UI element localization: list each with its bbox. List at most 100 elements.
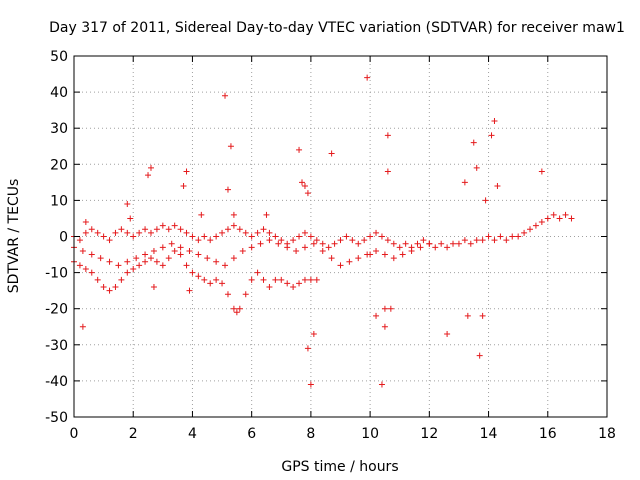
data-point <box>183 168 190 175</box>
data-point <box>381 305 388 312</box>
data-point <box>242 229 249 236</box>
data-point <box>275 240 282 247</box>
data-point <box>532 222 539 229</box>
y-tick-label: -40 <box>45 374 68 390</box>
data-point <box>222 262 229 269</box>
data-point <box>239 247 246 254</box>
data-point <box>313 237 320 244</box>
data-point <box>222 92 229 99</box>
data-point <box>319 247 326 254</box>
data-point <box>94 229 101 236</box>
data-point <box>319 240 326 247</box>
data-point <box>195 237 202 244</box>
y-tick-label: 50 <box>50 49 68 65</box>
data-point <box>378 381 385 388</box>
data-point <box>515 233 522 240</box>
data-point <box>387 305 394 312</box>
data-point <box>118 276 125 283</box>
data-point <box>260 226 267 233</box>
data-point <box>118 226 125 233</box>
data-point <box>142 258 149 265</box>
data-point <box>177 226 184 233</box>
data-point <box>230 255 237 262</box>
data-point <box>224 226 231 233</box>
data-point <box>213 276 220 283</box>
data-point <box>213 233 220 240</box>
data-point <box>381 323 388 330</box>
data-point <box>343 233 350 240</box>
data-point <box>76 262 83 269</box>
data-point <box>461 237 468 244</box>
data-point <box>464 312 471 319</box>
data-point <box>88 251 95 258</box>
data-point <box>124 201 131 208</box>
data-point <box>266 284 273 291</box>
data-point <box>304 345 311 352</box>
data-point <box>266 229 273 236</box>
data-point <box>444 244 451 251</box>
data-point <box>165 226 172 233</box>
data-point <box>94 276 101 283</box>
data-point <box>204 255 211 262</box>
axis-ticks: 0 2 4 6 8 10 12 14 16 18 -50 -40 -30 -20 -10 0 10 20 30 40 5… <box>45 49 616 442</box>
data-point <box>301 276 308 283</box>
data-point <box>183 229 190 236</box>
data-point <box>494 182 501 189</box>
data-point <box>100 284 107 291</box>
data-point <box>479 237 486 244</box>
data-point <box>296 146 303 153</box>
data-point <box>482 197 489 204</box>
data-point <box>544 215 551 222</box>
data-point <box>230 305 237 312</box>
data-point <box>136 229 143 236</box>
data-point <box>213 258 220 265</box>
y-tick-label: -30 <box>45 338 68 354</box>
x-tick-label: 6 <box>247 426 256 442</box>
data-point <box>473 164 480 171</box>
data-point <box>331 240 338 247</box>
data-point <box>186 287 193 294</box>
data-point <box>381 251 388 258</box>
data-point <box>257 240 264 247</box>
data-point <box>278 237 285 244</box>
data-point <box>278 276 285 283</box>
data-point <box>485 233 492 240</box>
data-point <box>171 222 178 229</box>
data-point <box>153 226 160 233</box>
data-point <box>527 226 534 233</box>
data-point <box>432 244 439 251</box>
data-point <box>384 168 391 175</box>
data-point <box>142 251 149 258</box>
data-point <box>142 226 149 233</box>
data-point <box>491 237 498 244</box>
data-point <box>361 237 368 244</box>
data-point <box>325 244 332 251</box>
chart-title: Day 317 of 2011, Sidereal Day-to-day VTE… <box>49 20 625 36</box>
data-point <box>307 233 314 240</box>
data-point <box>219 280 226 287</box>
data-point <box>550 211 557 218</box>
series-spikes-and-outliers <box>79 74 545 388</box>
data-point <box>396 244 403 251</box>
x-tick-label: 8 <box>306 426 315 442</box>
data-point <box>189 269 196 276</box>
y-tick-label: -10 <box>45 266 68 282</box>
data-point <box>367 251 374 258</box>
data-point <box>293 247 300 254</box>
x-tick-label: 12 <box>420 426 438 442</box>
data-point <box>304 190 311 197</box>
data-point <box>248 244 255 251</box>
data-point <box>195 251 202 258</box>
data-point <box>150 284 157 291</box>
data-point <box>82 265 89 272</box>
data-point <box>106 237 113 244</box>
y-tick-label: 40 <box>50 85 68 101</box>
data-point <box>124 229 131 236</box>
data-point <box>408 247 415 254</box>
data-point <box>461 179 468 186</box>
data-point <box>171 247 178 254</box>
data-point <box>310 240 317 247</box>
data-point <box>538 219 545 226</box>
